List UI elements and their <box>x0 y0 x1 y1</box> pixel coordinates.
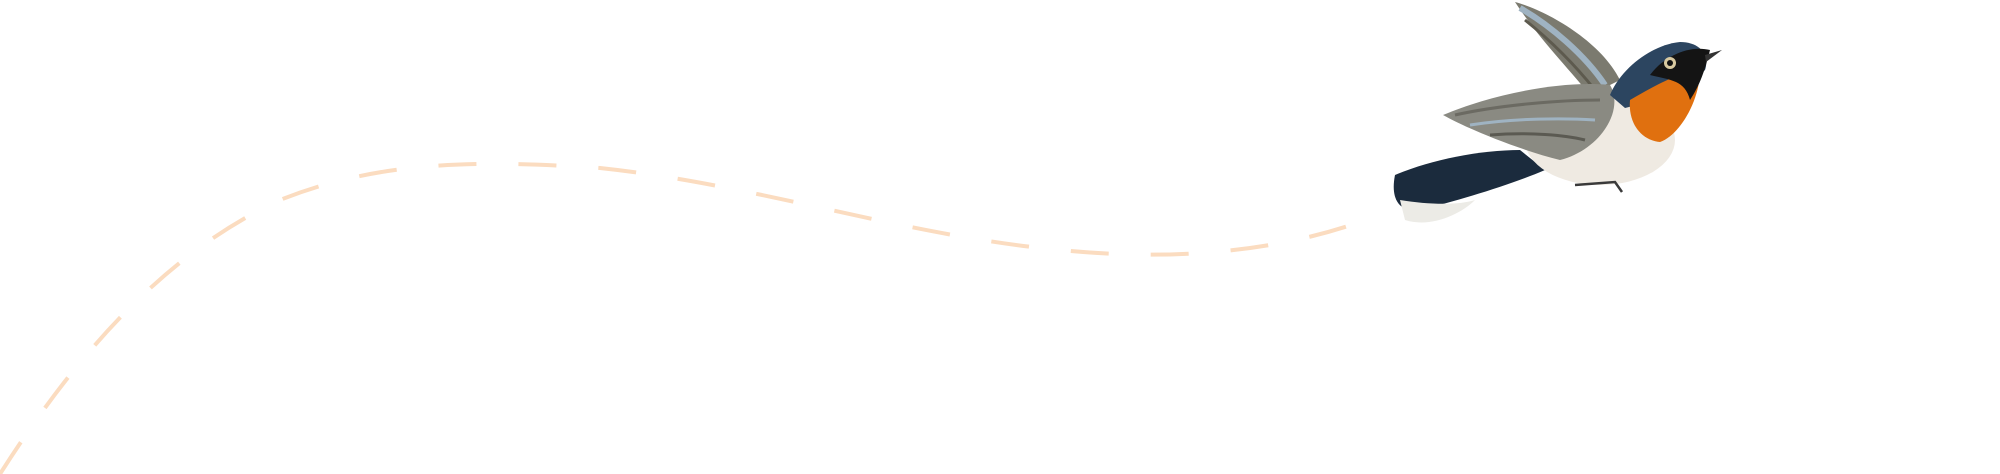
dashed-flight-path <box>0 161 1361 474</box>
bird-icon <box>1393 2 1722 223</box>
